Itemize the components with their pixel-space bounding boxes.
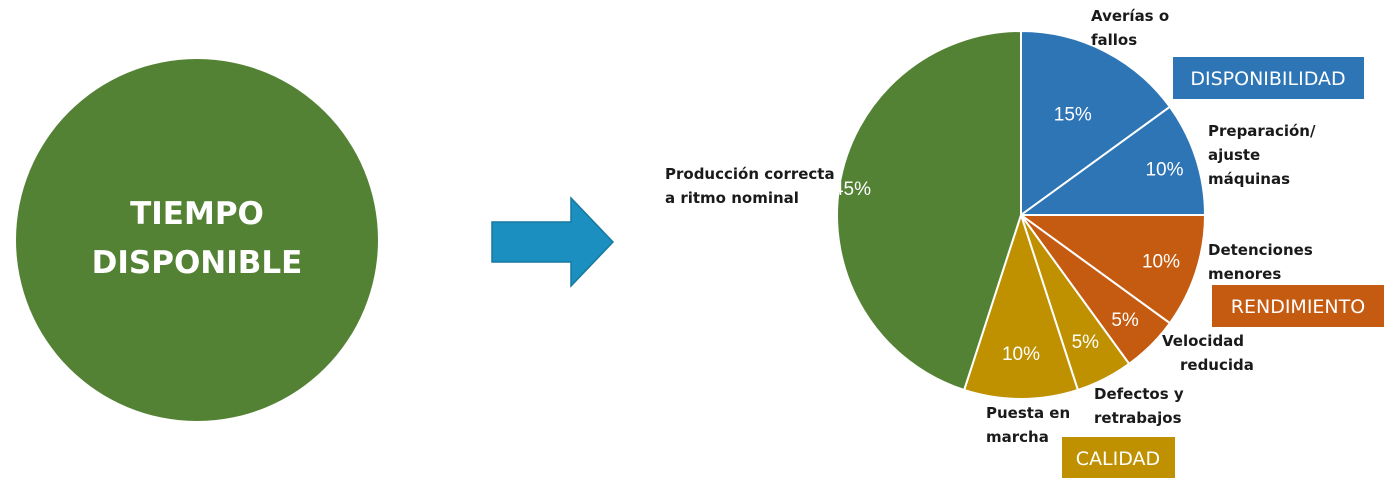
label-produccion-line1: Producción correcta <box>665 165 835 183</box>
group-calidad-box <box>1062 437 1175 478</box>
tiempo-disponible-line2: DISPONIBLE <box>92 245 303 281</box>
label-preparacion-line1: Preparación/ <box>1208 122 1316 140</box>
pie-chart: 15% 10% 10% 5% 5% 10% 45% <box>833 29 1207 400</box>
group-disponibilidad: DISPONIBILIDAD <box>1173 57 1364 99</box>
pie-value-label-puesta: 10% <box>1002 344 1040 365</box>
label-averias: Averías o fallos <box>1091 7 1174 49</box>
pie-value-label-defectos: 5% <box>1072 332 1100 353</box>
label-averias-line2: fallos <box>1091 31 1137 49</box>
right-arrow-shape <box>491 196 615 288</box>
label-velocidad: Velocidad reducida <box>1162 332 1254 374</box>
group-rendimiento: RENDIMIENTO <box>1212 285 1384 327</box>
pie-value-label-detenciones: 10% <box>1142 251 1180 272</box>
label-detenciones: Detenciones menores <box>1208 241 1318 283</box>
group-disponibilidad-label: DISPONIBILIDAD <box>1190 68 1345 90</box>
label-averias-line1: Averías o <box>1091 7 1169 25</box>
pie-slice-detenciones <box>1017 214 1207 325</box>
label-preparacion-line2: ajuste <box>1208 146 1260 164</box>
label-velocidad-line1: Velocidad <box>1162 332 1244 350</box>
label-defectos-line2: retrabajos <box>1094 409 1182 427</box>
group-disponibilidad-box <box>1173 57 1364 99</box>
group-rendimiento-box <box>1212 285 1384 327</box>
pie-value-label-produccion: 45% <box>833 179 871 200</box>
label-defectos: Defectos y retrabajos <box>1094 385 1189 427</box>
right-arrow-icon <box>491 196 615 288</box>
pie-value-label-velocidad: 5% <box>1111 310 1139 331</box>
label-preparacion: Preparación/ ajuste máquinas <box>1208 122 1321 188</box>
label-produccion-line2: a ritmo nominal <box>665 189 799 207</box>
group-calidad-label: CALIDAD <box>1076 448 1160 470</box>
label-produccion: Producción correcta a ritmo nominal <box>665 165 840 207</box>
pie-value-label-averias: 15% <box>1054 104 1092 125</box>
group-rendimiento-label: RENDIMIENTO <box>1231 296 1365 318</box>
pie-slice-puesta <box>962 211 1080 400</box>
pie-slice-preparacion <box>1017 105 1207 216</box>
label-puesta: Puesta en marcha <box>986 404 1075 446</box>
tiempo-disponible-line1: TIEMPO <box>130 196 264 232</box>
label-detenciones-line1: Detenciones <box>1208 241 1313 259</box>
tiempo-disponible-circle: TIEMPO DISPONIBLE <box>16 59 378 421</box>
label-puesta-line2: marcha <box>986 428 1049 446</box>
label-defectos-line1: Defectos y <box>1094 385 1184 403</box>
pie-slice-produccion <box>836 29 1022 392</box>
label-velocidad-line2: reducida <box>1180 356 1254 374</box>
category-labels: Averías o fallos Preparación/ ajuste máq… <box>665 7 1321 446</box>
pie-slice-averias <box>1020 29 1172 217</box>
tiempo-disponible-disk <box>16 59 378 421</box>
pie-value-label-preparacion: 10% <box>1145 159 1183 180</box>
label-preparacion-line3: máquinas <box>1208 170 1290 188</box>
label-puesta-line1: Puesta en <box>986 404 1070 422</box>
group-calidad: CALIDAD <box>1062 437 1175 478</box>
label-detenciones-line2: menores <box>1208 265 1281 283</box>
